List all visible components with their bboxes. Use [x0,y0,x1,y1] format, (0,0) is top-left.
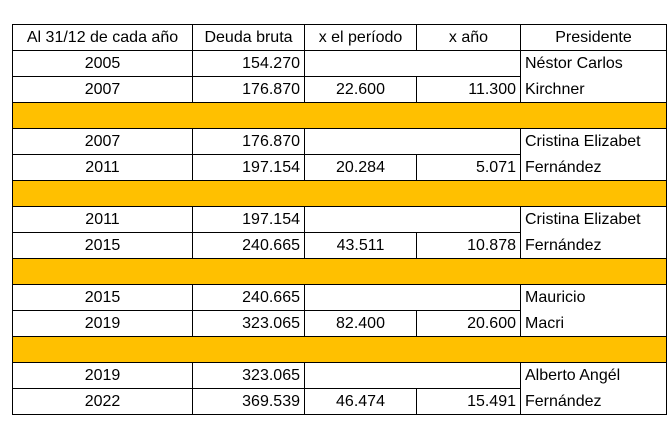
president-cell: Fernández [520,388,667,415]
table-row: 2015 240.665 Mauricio [12,284,667,311]
year-cell: 2022 [12,388,193,415]
separator-row [12,258,667,285]
table-row: 2005 154.270 Néstor Carlos [12,50,667,77]
year-cell: 2007 [12,128,193,155]
period-cell [304,128,417,155]
period-cell [304,50,417,77]
separator-band [12,336,667,363]
table-row: 2015 240.665 43.511 10.878 Fernández [12,232,667,259]
table-row: 2007 176.870 Cristina Elizabet [12,128,667,155]
period-cell [304,206,417,233]
president-cell: Mauricio [520,284,667,311]
year-cell: 2011 [12,206,193,233]
annual-cell: 20.600 [416,310,521,337]
debt-cell: 154.270 [192,50,305,77]
president-cell: Cristina Elizabet [520,128,667,155]
annual-cell [416,206,521,233]
year-cell: 2019 [12,310,193,337]
header-debt: Deuda bruta [192,24,305,51]
debt-cell: 323.065 [192,362,305,389]
debt-cell: 240.665 [192,284,305,311]
debt-cell: 369.539 [192,388,305,415]
header-year: Al 31/12 de cada año [12,24,193,51]
president-cell: Fernández [520,232,667,259]
president-cell: Cristina Elizabet [520,206,667,233]
table-row: 2007 176.870 22.600 11.300 Kirchner [12,76,667,103]
annual-cell: 10.878 [416,232,521,259]
debt-cell: 176.870 [192,128,305,155]
period-cell: 22.600 [304,76,417,103]
separator-row [12,102,667,129]
header-president: Presidente [520,24,667,51]
period-cell [304,362,417,389]
separator-row [12,180,667,207]
debt-cell: 197.154 [192,154,305,181]
annual-cell [416,362,521,389]
president-cell: Macri [520,310,667,337]
table-body: Al 31/12 de cada año Deuda bruta x el pe… [12,24,667,415]
header-annual: x año [416,24,521,51]
table-row: 2022 369.539 46.474 15.491 Fernández [12,388,667,415]
year-cell: 2007 [12,76,193,103]
separator-band [12,180,667,207]
annual-cell [416,128,521,155]
debt-cell: 240.665 [192,232,305,259]
annual-cell [416,50,521,77]
annual-cell: 5.071 [416,154,521,181]
period-cell: 82.400 [304,310,417,337]
debt-cell: 323.065 [192,310,305,337]
president-cell: Fernández [520,154,667,181]
year-cell: 2005 [12,50,193,77]
year-cell: 2015 [12,284,193,311]
table-row: 2011 197.154 20.284 5.071 Fernández [12,154,667,181]
period-cell: 46.474 [304,388,417,415]
separator-row [12,336,667,363]
president-cell: Néstor Carlos [520,50,667,77]
period-cell: 43.511 [304,232,417,259]
annual-cell [416,284,521,311]
year-cell: 2011 [12,154,193,181]
debt-cell: 176.870 [192,76,305,103]
president-cell: Alberto Angél [520,362,667,389]
period-cell: 20.284 [304,154,417,181]
annual-cell: 11.300 [416,76,521,103]
header-row: Al 31/12 de cada año Deuda bruta x el pe… [12,24,667,51]
period-cell [304,284,417,311]
annual-cell: 15.491 [416,388,521,415]
separator-band [12,102,667,129]
table-row: 2019 323.065 Alberto Angél [12,362,667,389]
table-row: 2019 323.065 82.400 20.600 Macri [12,310,667,337]
debt-table: Al 31/12 de cada año Deuda bruta x el pe… [12,24,667,415]
debt-cell: 197.154 [192,206,305,233]
year-cell: 2019 [12,362,193,389]
year-cell: 2015 [12,232,193,259]
table-row: 2011 197.154 Cristina Elizabet [12,206,667,233]
president-cell: Kirchner [520,76,667,103]
header-period: x el período [304,24,417,51]
separator-band [12,258,667,285]
